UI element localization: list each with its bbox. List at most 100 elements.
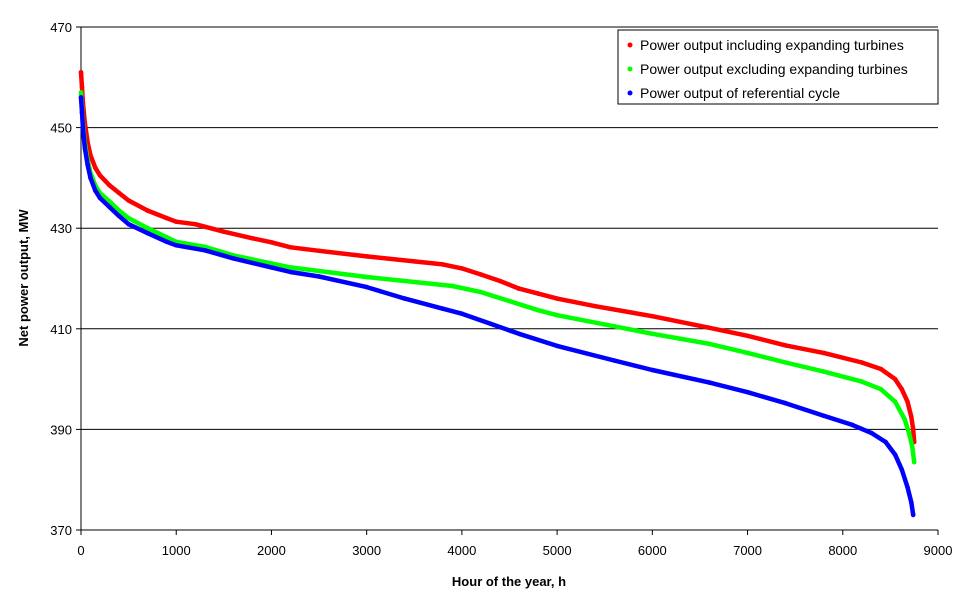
x-tick-label: 3000 <box>352 543 381 558</box>
data-point <box>821 369 826 374</box>
data-point <box>592 303 598 309</box>
data-point <box>85 163 90 168</box>
data-point <box>97 195 103 201</box>
gridlines <box>81 26 938 430</box>
data-point <box>907 432 912 437</box>
data-point <box>402 296 408 301</box>
data-point <box>707 325 712 331</box>
x-tick-label: 6000 <box>638 543 667 558</box>
data-point <box>859 360 865 365</box>
data-point <box>269 261 274 266</box>
data-point <box>93 165 98 171</box>
data-point <box>93 188 98 193</box>
data-point <box>899 467 905 472</box>
data-point <box>288 245 293 250</box>
data-point <box>497 278 503 284</box>
data-point <box>440 262 446 267</box>
data-point <box>164 235 169 240</box>
x-tick-label: 0 <box>77 543 84 558</box>
data-point <box>173 219 179 224</box>
legend-marker <box>627 42 633 48</box>
y-tick-label: 370 <box>50 523 72 538</box>
data-point <box>535 291 541 296</box>
data-point <box>707 341 712 347</box>
data-point <box>650 331 655 337</box>
y-axis-label: Net power output, MW <box>16 209 31 347</box>
data-point <box>221 229 227 234</box>
data-point <box>316 248 322 254</box>
data-point <box>288 269 293 275</box>
data-point <box>107 183 112 188</box>
legend: Power output including expanding turbine… <box>617 29 939 105</box>
series-1 <box>78 70 917 445</box>
data-point <box>116 208 122 213</box>
data-point <box>902 417 907 422</box>
series-line <box>78 95 916 518</box>
data-point <box>364 254 370 259</box>
data-point <box>412 279 417 285</box>
data-point <box>650 313 655 319</box>
data-point <box>745 389 750 395</box>
data-point <box>821 413 826 419</box>
data-point <box>899 386 905 392</box>
legend-box <box>617 29 939 105</box>
data-point <box>250 236 255 241</box>
x-tick-label: 4000 <box>447 543 476 558</box>
data-point <box>859 379 865 384</box>
data-point <box>783 400 788 406</box>
data-point <box>412 259 417 264</box>
data-point <box>364 284 370 290</box>
data-point <box>126 215 131 221</box>
data-point <box>78 90 84 95</box>
series-2 <box>78 90 917 465</box>
data-point <box>78 95 84 100</box>
data-point <box>145 208 150 213</box>
data-point <box>745 333 750 339</box>
data-point <box>745 350 750 356</box>
data-point <box>783 343 788 348</box>
data-point <box>231 256 236 261</box>
data-point <box>611 358 617 363</box>
y-tick-label: 470 <box>50 20 72 35</box>
data-point <box>316 268 322 274</box>
data-point <box>611 324 617 329</box>
data-point <box>79 110 85 115</box>
data-point <box>905 484 910 490</box>
data-point <box>869 430 874 436</box>
x-tick-label: 9000 <box>924 543 953 558</box>
data-point <box>909 414 914 420</box>
data-point <box>107 204 112 210</box>
x-axis-label: Hour of the year, h <box>452 574 566 589</box>
legend-marker <box>627 66 633 72</box>
x-tick-label: 8000 <box>828 543 857 558</box>
data-point <box>145 225 150 231</box>
data-point <box>878 366 884 372</box>
data-point <box>892 452 898 457</box>
data-point <box>88 153 93 158</box>
data-point <box>88 175 93 181</box>
data-point <box>892 399 898 405</box>
x-tick-label: 2000 <box>257 543 286 558</box>
data-point <box>145 230 150 236</box>
data-point <box>164 215 169 221</box>
x-tick-label: 5000 <box>543 543 572 558</box>
y-tick-label: 450 <box>50 121 72 136</box>
data-point <box>116 213 122 219</box>
data-point <box>116 190 122 196</box>
data-point <box>910 512 916 518</box>
data-point <box>905 399 910 405</box>
data-point <box>288 265 293 270</box>
data-point <box>164 239 169 245</box>
data-point <box>783 360 788 365</box>
data-point <box>850 422 855 428</box>
data-point <box>126 221 131 227</box>
data-point <box>554 296 560 301</box>
data-point <box>535 307 541 313</box>
data-point <box>459 311 465 317</box>
y-tick-label: 390 <box>50 422 72 437</box>
y-tick-label: 430 <box>50 221 72 236</box>
legend-marker <box>627 90 633 96</box>
data-point <box>269 240 274 245</box>
legend-label: Power output excluding expanding turbine… <box>640 61 908 77</box>
